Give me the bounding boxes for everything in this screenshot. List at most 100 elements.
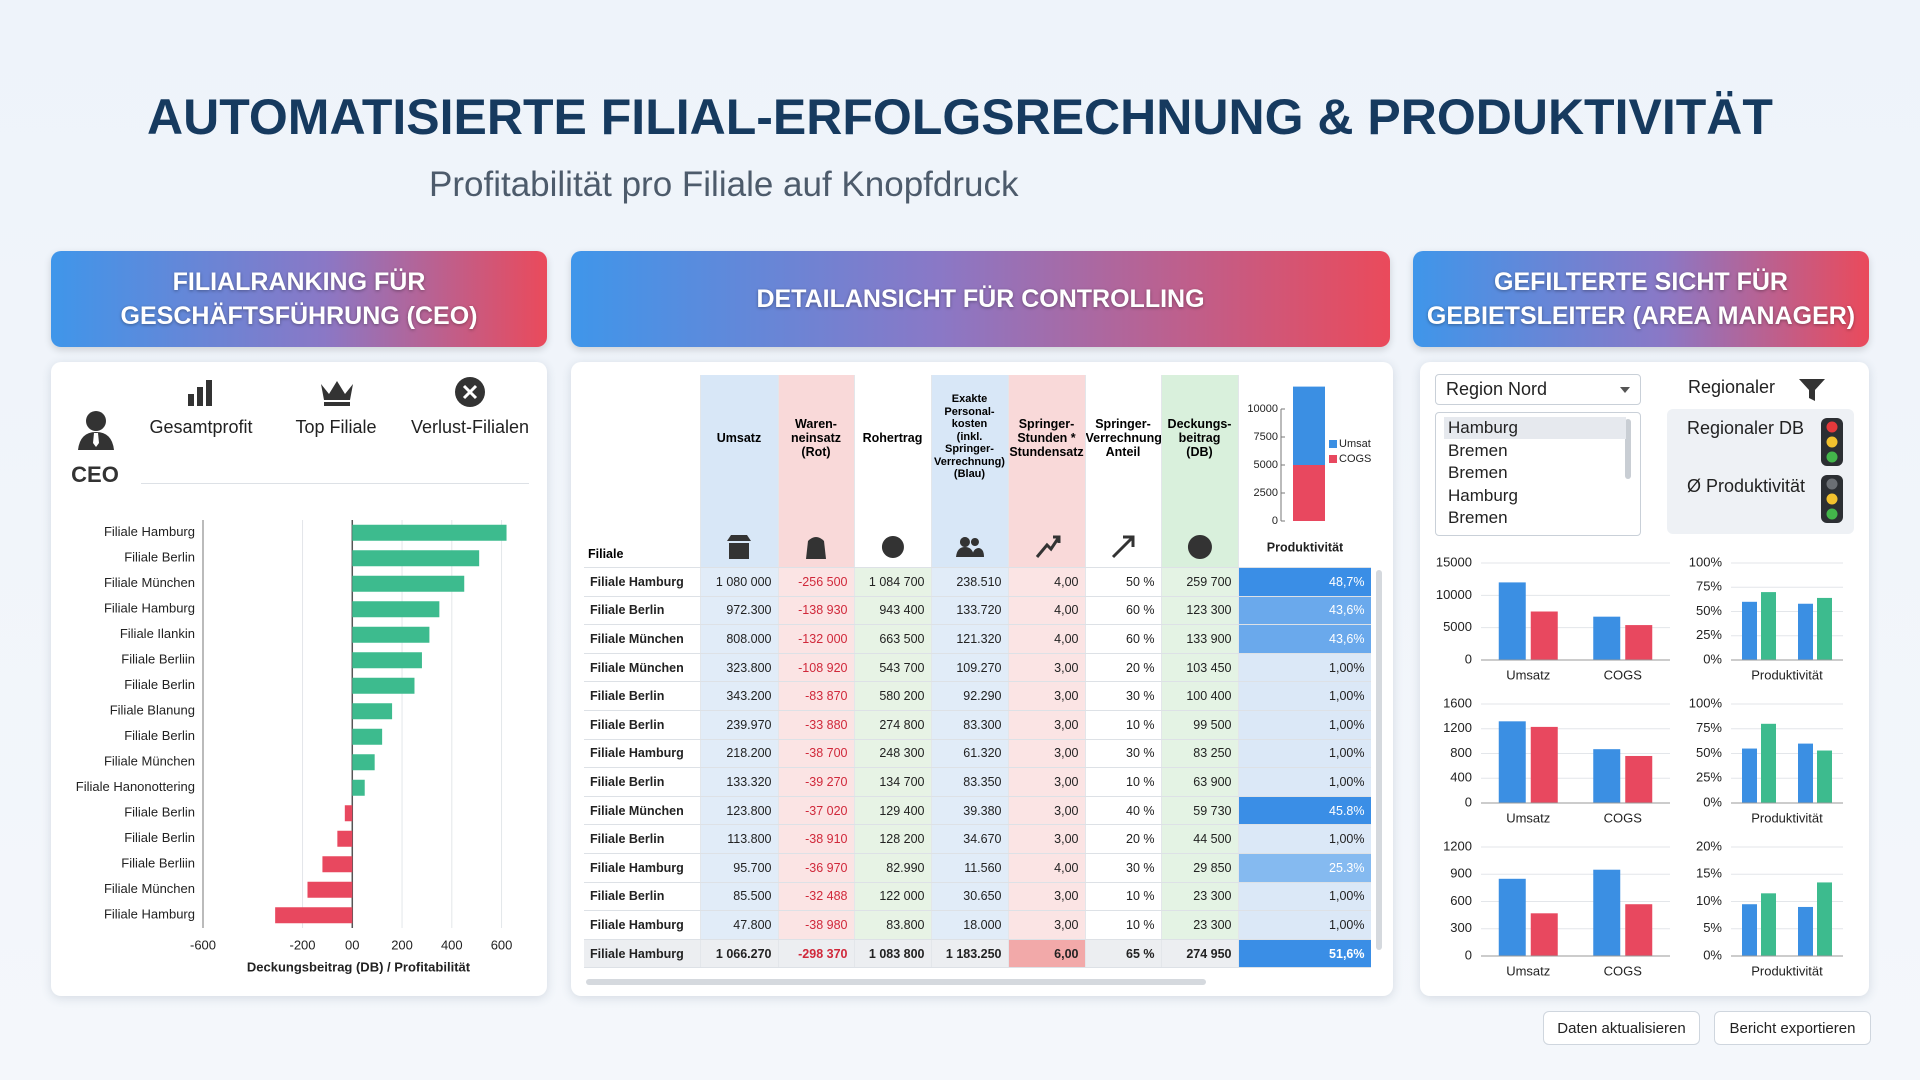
row-label: Filiale Hamburg	[584, 853, 701, 883]
column-header: Deckungs- beitrag (DB)	[1161, 375, 1239, 568]
icon-shape	[1187, 535, 1212, 559]
y-tick-label: 2500	[1253, 487, 1277, 499]
row-label: Filiale München	[584, 624, 701, 654]
panel-header: DETAILANSICHT FÜR CONTROLLING	[571, 251, 1390, 347]
table-cell: 59 730	[1161, 796, 1239, 826]
row-label: Filiale Berlin	[584, 596, 701, 626]
table-cell: 20 %	[1085, 653, 1162, 683]
table-cell: 121.320	[931, 624, 1009, 654]
table-cell: 259 700	[1161, 567, 1239, 597]
bar	[352, 524, 507, 541]
bar	[1530, 913, 1558, 956]
bar	[1625, 755, 1653, 803]
bar	[1798, 906, 1813, 956]
bar	[1761, 893, 1776, 956]
list-item[interactable]: Bremen	[1448, 508, 1508, 527]
icon-shape	[727, 535, 751, 559]
table-cell: 60 %	[1085, 596, 1162, 626]
table-cell: 274 800	[854, 710, 932, 740]
bar	[307, 881, 353, 898]
list-item[interactable]: Hamburg	[1444, 417, 1626, 439]
column-header: Exakte Personal- kosten (inkl. Springer-…	[931, 375, 1009, 568]
x-tick-label: 00	[345, 937, 359, 952]
kpi-label: Ø Produktivität	[1687, 476, 1806, 496]
row-label: Filiale Berlin	[584, 767, 701, 797]
list-item[interactable]: Hamburg	[1448, 485, 1518, 505]
table-cell: 1,00%	[1238, 710, 1371, 740]
data-table: Filiale Umsatz Waren- neinsatz (Rot) Rohert…	[584, 375, 1371, 969]
table-cell: 122 000	[854, 882, 932, 912]
table-cell: 3,00	[1008, 739, 1086, 769]
y-tick-label: 5000	[1443, 619, 1472, 634]
y-tick-label: 5%	[1703, 920, 1722, 935]
icon-shape	[955, 537, 984, 557]
table-cell: 18.000	[931, 910, 1009, 940]
table-cell: 4,00	[1008, 567, 1086, 597]
tab[interactable]: Top Filiale	[295, 417, 377, 437]
scrollbar[interactable]	[1376, 570, 1382, 950]
table-cell: 29 850	[1161, 853, 1239, 883]
y-tick-label: 1200	[1443, 838, 1472, 853]
table-cell: -38 910	[778, 824, 855, 854]
y-tick-label: 600	[1450, 893, 1472, 908]
y-tick-label: 0	[1465, 794, 1472, 809]
table-row: Filiale Hamburg 1 066.270 -298 370 1 083 80…	[584, 939, 1371, 969]
bar	[1817, 750, 1832, 803]
scrollbar[interactable]	[586, 979, 1206, 985]
area-panel: Region Nord Regionaler Hamburg Bremen Brem…	[1420, 362, 1869, 996]
y-tick-label: 0%	[1703, 794, 1722, 809]
x-tick-label: Umsatz	[1506, 810, 1550, 825]
category-label: Filiale Berlin	[124, 805, 195, 820]
tab[interactable]: Gesamtprofit	[149, 417, 253, 437]
category-label: Filiale Hamburg	[104, 907, 195, 922]
table-cell: 83 250	[1161, 739, 1239, 769]
table-cell: -33 880	[778, 710, 855, 740]
table-cell: 10 %	[1085, 910, 1162, 940]
table-cell: 95.700	[700, 853, 779, 883]
table-cell: 3,00	[1008, 681, 1086, 711]
table-cell: 1 080 000	[700, 567, 779, 597]
list-item[interactable]: Bremen	[1448, 440, 1508, 460]
bar	[352, 626, 430, 643]
table-cell: 238.510	[931, 567, 1009, 597]
refresh-button[interactable]: Daten aktualisieren	[1543, 1011, 1700, 1045]
tab[interactable]: Verlust-Filialen	[410, 417, 530, 437]
table-cell: -32 488	[778, 882, 855, 912]
export-button[interactable]: Bericht exportieren	[1714, 1011, 1871, 1045]
category-label: Filiale Blanung	[110, 703, 195, 718]
table-cell: 6,00	[1008, 939, 1086, 969]
table-body: Filiale Hamburg 1 080 000 -256 500 1 084 70…	[584, 567, 1371, 969]
bar	[352, 652, 422, 669]
icon-shape	[1111, 535, 1135, 559]
row-label: Filiale Hamburg	[584, 939, 701, 969]
table-cell: 218.200	[700, 739, 779, 769]
icon-shape	[806, 537, 826, 559]
traffic-light	[1821, 418, 1843, 466]
table-cell: 51,6%	[1238, 939, 1371, 969]
role-label: CEO	[71, 462, 119, 487]
y-tick-label: 0%	[1703, 947, 1722, 962]
table-row: Filiale Hamburg 218.200 -38 700 248 300 61.3…	[584, 739, 1371, 769]
region-list[interactable]: Hamburg Bremen Bremen Hamburg Bremen	[1435, 412, 1641, 536]
bar	[1625, 625, 1653, 660]
table-cell: 3,00	[1008, 882, 1086, 912]
column-label: Umsatz	[716, 431, 762, 445]
table-cell: 100 400	[1161, 681, 1239, 711]
table-cell: 20 %	[1085, 824, 1162, 854]
table-row: Filiale Berlin 133.320 -39 270 134 700 83.35…	[584, 767, 1371, 797]
y-tick-label: 100%	[1689, 695, 1723, 710]
y-tick-label: 0	[1271, 515, 1277, 527]
column-header: Springer- Stunden * Stundensatz	[1008, 375, 1086, 568]
row-label: Filiale München	[584, 653, 701, 683]
region-dropdown[interactable]: Region Nord	[1435, 374, 1641, 405]
legend-label: COGS	[1339, 453, 1371, 465]
table-row: Filiale Hamburg 1 080 000 -256 500 1 084 70…	[584, 567, 1371, 597]
y-tick-label: 800	[1450, 745, 1472, 760]
list-item[interactable]: Bremen	[1448, 463, 1508, 482]
y-tick-label: 25%	[1696, 770, 1722, 785]
bar-segment	[1292, 386, 1325, 465]
column-label: Springer- Verrechnung Anteil	[1085, 417, 1161, 459]
filter-icon[interactable]	[1798, 378, 1826, 402]
scrollbar[interactable]	[1625, 419, 1631, 479]
column-label: Waren- neinsatz (Rot)	[790, 417, 841, 459]
